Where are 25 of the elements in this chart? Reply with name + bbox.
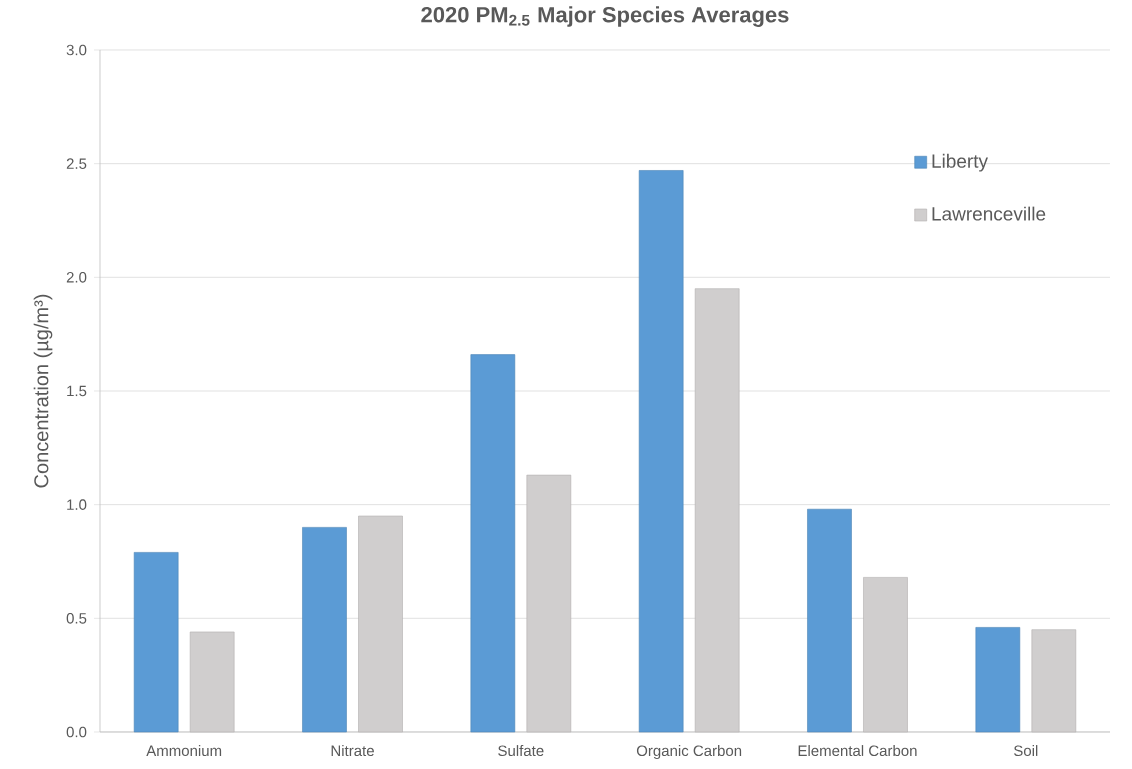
y-tick-label: 3.0 — [66, 44, 87, 56]
bar — [975, 627, 1021, 733]
bar — [133, 552, 179, 733]
chart-title: 2020 PM$_{2.5}$ Major Species Averages — [421, 6, 789, 27]
bar — [807, 508, 852, 733]
x-tick-label: Nitrate — [331, 745, 374, 757]
y-tick-label: 1.5 — [67, 385, 87, 397]
x-tick-label: Ammonium — [146, 745, 222, 757]
y-tick-label: 2.5 — [66, 158, 87, 169]
x-tick-label: Soil — [1014, 745, 1038, 757]
y-axis-title: Concentration (µg/m³) — [33, 294, 53, 488]
legend-label: Lawrenceville — [932, 206, 1046, 221]
x-tick-label: Elemental Carbon — [798, 745, 917, 757]
x-tick-label: Organic Carbon — [636, 745, 742, 760]
x-tick-label: Sulfate — [498, 745, 544, 757]
y-tick-label: 2.0 — [66, 272, 87, 283]
bar — [1031, 629, 1077, 733]
legend-label: Liberty — [932, 153, 988, 172]
y-tick-label: 0.5 — [66, 613, 87, 624]
bar — [189, 631, 235, 733]
y-tick-label: 0.0 — [66, 726, 87, 738]
bar — [302, 527, 347, 733]
y-tick-label: 1.0 — [67, 499, 87, 510]
bar — [638, 170, 684, 733]
bar — [470, 354, 516, 733]
